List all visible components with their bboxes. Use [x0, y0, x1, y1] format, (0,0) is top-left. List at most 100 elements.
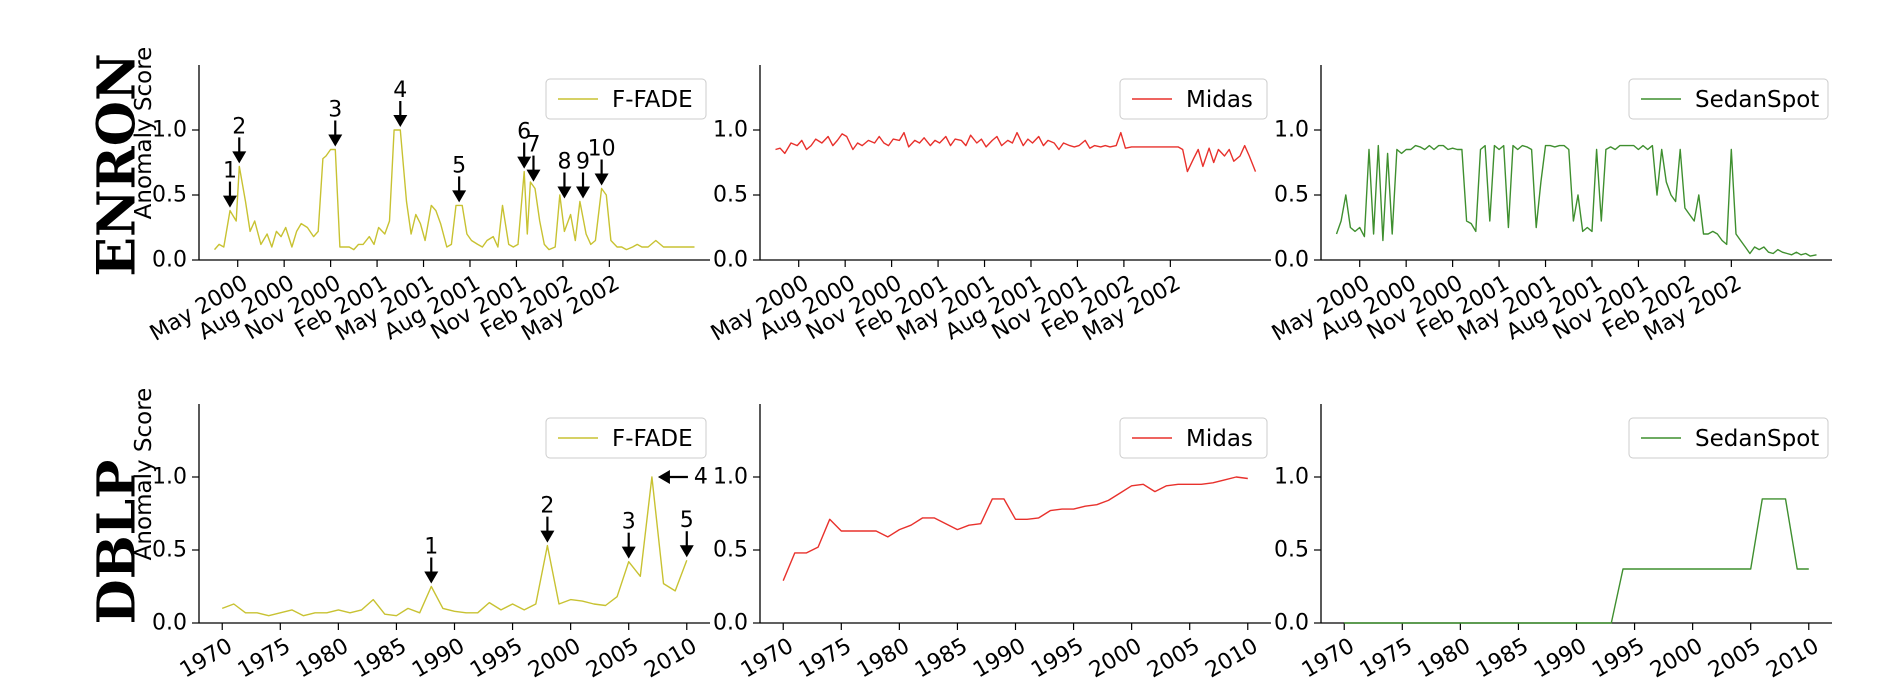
series-line-midas	[782, 476, 1248, 581]
y-tick-label: 0.0	[713, 611, 748, 636]
legend-label: SedanSpot	[1695, 87, 1819, 113]
annotation-arrow-head	[594, 173, 609, 186]
x-tick-label: 2000	[524, 634, 585, 684]
annotation-arrow-head	[393, 115, 408, 127]
annotation-arrow-head	[526, 169, 541, 182]
annotation-label: 3	[328, 98, 342, 123]
x-tick-label: 1980	[292, 634, 353, 684]
y-axis-label-dblp: Anomaly Score	[131, 388, 157, 561]
panel-5: 0.0 0.5 1.0 1970197519801985199019952000200…	[1274, 404, 1832, 683]
x-tick-label: 1975	[234, 634, 295, 684]
y-tick-label: 0.0	[152, 248, 187, 273]
x-tick-label: 1990	[969, 634, 1030, 684]
annotation-label: 8	[557, 150, 571, 175]
annotation-label: 5	[452, 153, 466, 178]
annotation-arrow-head	[621, 546, 636, 559]
annotation-arrow-head	[517, 156, 532, 169]
annotation-label: 4	[694, 465, 708, 490]
y-tick-label: 0.0	[713, 248, 748, 273]
y-tick-label: 1.0	[152, 118, 187, 143]
legend-label: Midas	[1186, 426, 1253, 452]
legend-box	[545, 417, 707, 459]
annotation-arrow-head	[328, 134, 343, 147]
y-tick-label: 1.0	[152, 465, 187, 490]
annotation-arrow-head	[657, 470, 670, 484]
series-line-sedanspot	[1344, 498, 1809, 624]
legend-label: F-FADE	[612, 87, 693, 113]
row-label-dblp: DBLP	[87, 460, 148, 625]
x-tick-label: 1995	[466, 634, 527, 684]
y-tick-label: 0.0	[1274, 248, 1309, 273]
annotation-arrow-head	[222, 195, 237, 208]
y-tick-label: 0.5	[1274, 538, 1309, 563]
legend-box	[1628, 78, 1829, 120]
legend-label: Midas	[1186, 87, 1253, 113]
annotation-arrow-head	[540, 530, 555, 543]
y-tick-label: 1.0	[1274, 465, 1309, 490]
annotation-arrow-head	[679, 545, 694, 558]
legend-box	[545, 78, 707, 120]
annotation-label: 2	[540, 494, 554, 519]
x-tick-label: 2005	[1143, 634, 1204, 684]
x-tick-label: 2010	[1762, 634, 1823, 684]
y-tick-label: 0.5	[713, 183, 748, 208]
legend-label: SedanSpot	[1695, 426, 1819, 452]
x-tick-label: 2010	[640, 634, 701, 684]
panel-4: 0.0 0.5 1.0 1970197519801985199019952000200…	[713, 404, 1271, 683]
x-tick-label: 1995	[1588, 634, 1649, 684]
annotation-label: 4	[393, 78, 407, 103]
annotation-arrow-head	[576, 186, 591, 199]
annotation-arrow-head	[557, 186, 572, 199]
legend-box	[1628, 417, 1829, 459]
x-tick-label: 1970	[1298, 634, 1359, 684]
series-line-f-fade	[213, 129, 695, 251]
annotation-label: 9	[576, 150, 590, 175]
annotation-label: 5	[680, 508, 694, 533]
series-line-f-fade	[221, 476, 688, 617]
x-tick-label: 2000	[1085, 634, 1146, 684]
x-tick-label: 1980	[1414, 634, 1475, 684]
x-tick-label: 1995	[1027, 634, 1088, 684]
x-tick-label: 1990	[1530, 634, 1591, 684]
annotation-arrow-head	[232, 151, 247, 164]
x-tick-label: 1970	[176, 634, 237, 684]
annotation-label: 10	[588, 137, 616, 162]
series-line-sedanspot	[1335, 144, 1817, 257]
y-tick-label: 0.5	[713, 538, 748, 563]
y-axis-label-enron: Anomaly Score	[131, 47, 157, 220]
x-tick-label: 1970	[737, 634, 798, 684]
series-line-midas	[775, 131, 1257, 173]
annotation-label: 1	[223, 159, 237, 184]
x-tick-label: 1975	[795, 634, 856, 684]
annotation-label: 6	[517, 120, 531, 145]
y-tick-label: 0.5	[152, 183, 187, 208]
x-tick-label: 1985	[1472, 634, 1533, 684]
x-tick-label: 1985	[350, 634, 411, 684]
y-tick-label: 1.0	[713, 118, 748, 143]
annotation-label: 2	[232, 114, 246, 139]
y-tick-label: 1.0	[713, 465, 748, 490]
x-tick-label: 2005	[1704, 634, 1765, 684]
panel-3: 0.0 0.5 1.0 1970197519801985199019952000200…	[152, 404, 710, 683]
x-tick-label: 2005	[582, 634, 643, 684]
row-label-enron: ENRON	[87, 53, 148, 276]
legend-box	[1119, 78, 1268, 120]
annotation-label: 1	[424, 535, 438, 560]
y-tick-label: 0.5	[1274, 183, 1309, 208]
annotation-arrow-head	[452, 190, 467, 203]
legend-box	[1119, 417, 1268, 459]
legend-label: F-FADE	[612, 426, 693, 452]
y-tick-label: 1.0	[1274, 118, 1309, 143]
annotation-label: 3	[622, 510, 636, 535]
x-tick-label: 2000	[1646, 634, 1707, 684]
x-tick-label: 1985	[911, 634, 972, 684]
annotation-label: 7	[526, 133, 540, 158]
y-tick-label: 0.0	[152, 611, 187, 636]
x-tick-label: 1980	[853, 634, 914, 684]
x-tick-label: 1975	[1356, 634, 1417, 684]
